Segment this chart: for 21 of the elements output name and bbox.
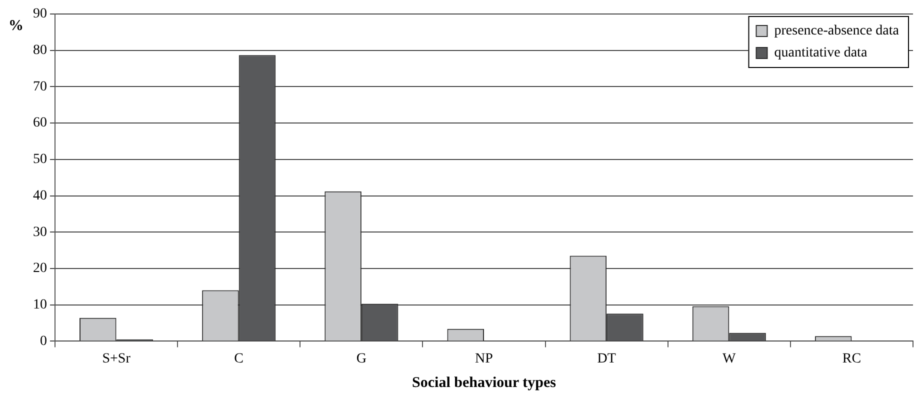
y-tick-label: 60 <box>33 116 47 131</box>
y-tick-label: 70 <box>33 79 47 94</box>
legend-label: quantitative data <box>774 46 868 61</box>
y-axis-title: % <box>8 18 24 34</box>
legend-label: presence-absence data <box>774 24 900 39</box>
y-tick-label: 80 <box>33 43 47 58</box>
y-tick-label: 50 <box>33 152 47 168</box>
x-tick-label: G <box>356 351 366 366</box>
y-tick-label: 20 <box>33 261 47 276</box>
y-tick-label: 0 <box>40 334 47 349</box>
x-tick-label: DT <box>597 351 616 366</box>
x-axis-title: Social behaviour types <box>412 374 556 391</box>
y-tick-label: 90 <box>33 6 47 22</box>
x-tick-label: S+Sr <box>102 351 131 366</box>
x-tick-label: NP <box>475 351 494 366</box>
x-tick-label: W <box>722 351 737 366</box>
x-tick-label: C <box>234 351 244 366</box>
y-tick-label: 40 <box>33 188 47 204</box>
y-tick-label: 30 <box>33 224 47 240</box>
y-tick-label: 10 <box>33 298 47 313</box>
x-tick-label: RC <box>842 351 862 366</box>
